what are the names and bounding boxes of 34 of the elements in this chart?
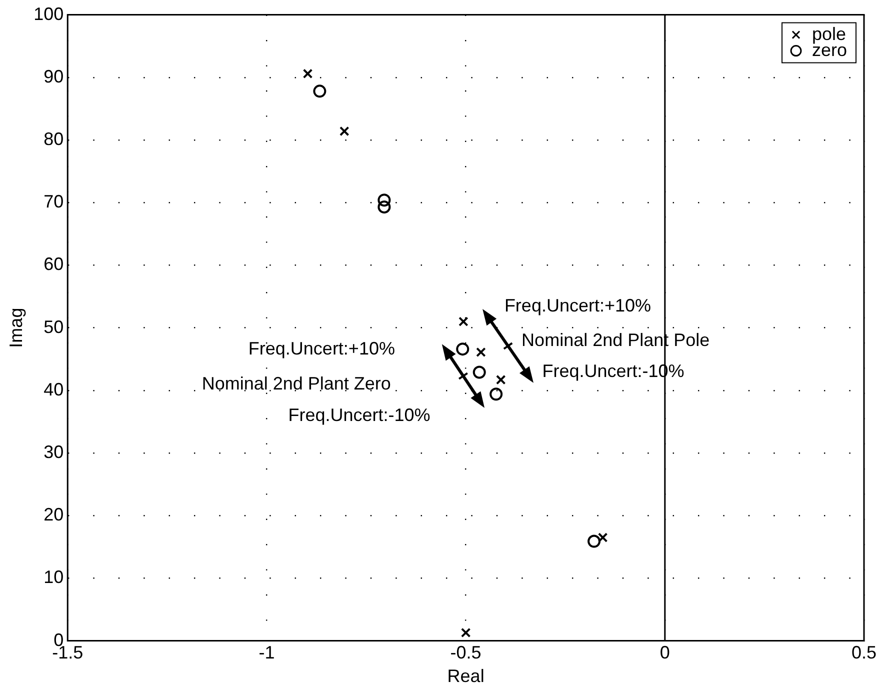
point xyxy=(460,628,471,638)
point xyxy=(302,68,313,79)
y-tick-label: 90 xyxy=(44,66,64,86)
point xyxy=(339,126,350,136)
x-tick-label: 0.5 xyxy=(851,642,877,663)
point xyxy=(378,200,391,214)
x-tick-label: 0 xyxy=(660,642,670,663)
point xyxy=(496,374,506,385)
y-tick-label: 60 xyxy=(44,254,64,274)
y-tick-label: 10 xyxy=(44,567,64,588)
point xyxy=(472,366,486,379)
annotation: Freq.Uncert:+10% xyxy=(504,295,652,316)
y-axis-title: Imag xyxy=(6,308,26,348)
point xyxy=(378,194,391,207)
annotation: Freq.Uncert:-10% xyxy=(288,405,430,426)
point xyxy=(598,532,608,542)
y-tick-label: 80 xyxy=(44,128,64,149)
annotation: Nominal 2nd Plant Zero xyxy=(202,374,391,394)
point xyxy=(476,347,486,358)
x-tick-label: -1 xyxy=(258,642,275,663)
point xyxy=(313,84,326,98)
point xyxy=(490,388,503,401)
point xyxy=(458,316,468,326)
y-tick-label: 50 xyxy=(44,316,64,337)
point xyxy=(588,534,601,548)
y-tick-label: 40 xyxy=(44,379,64,400)
y-tick-label: 20 xyxy=(44,504,64,525)
x-tick-label: -0.5 xyxy=(450,642,482,663)
y-tick-label: 100 xyxy=(34,4,64,24)
y-tick-label: 70 xyxy=(44,192,64,212)
y-tick-label: 30 xyxy=(44,442,64,462)
point xyxy=(456,342,470,356)
x-axis-title: Real xyxy=(447,666,484,686)
annotation: Freq.Uncert:+10% xyxy=(248,338,395,359)
